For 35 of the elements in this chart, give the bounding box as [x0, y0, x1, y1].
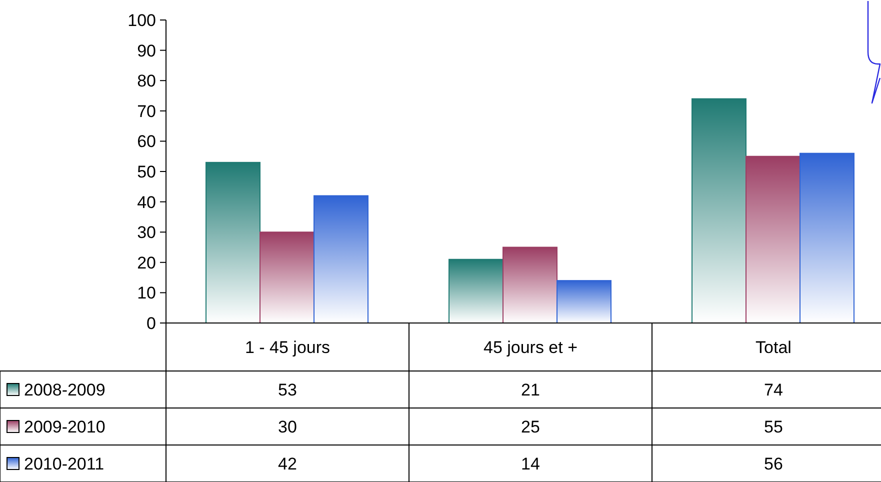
y-tick-label: 80 — [137, 72, 156, 91]
legend-label: 2009-2010 — [24, 417, 106, 436]
data-label: 74 — [764, 380, 783, 400]
x-tick-label: Total — [756, 338, 792, 357]
bar — [556, 280, 612, 324]
y-tick-label: 100 — [128, 10, 156, 30]
bar — [502, 246, 558, 324]
bar — [692, 98, 746, 324]
data-label: 56 — [764, 454, 783, 474]
y-tick-label: 60 — [137, 132, 156, 152]
bar — [448, 258, 504, 324]
bar — [260, 232, 314, 324]
y-tick-label: 40 — [137, 192, 156, 212]
x-tick-label: 1 - 45 jours — [244, 338, 330, 357]
y-tick-label: 50 — [137, 162, 156, 182]
y-tick-label: 30 — [137, 223, 156, 242]
bar — [206, 162, 260, 324]
data-label: 42 — [278, 454, 297, 474]
y-tick-label: 10 — [137, 284, 156, 303]
y-tick-label: 90 — [137, 41, 156, 60]
y-tick-label: 70 — [137, 102, 156, 121]
bar — [314, 195, 368, 324]
bar — [800, 152, 854, 324]
data-label: 21 — [521, 380, 540, 400]
data-label: 25 — [521, 417, 540, 436]
x-tick-label: 45 jours et + — [483, 338, 578, 357]
legend-label: 2010-2011 — [24, 454, 104, 474]
bar — [746, 156, 800, 324]
data-label: 53 — [278, 380, 297, 400]
data-label: 55 — [764, 417, 783, 436]
legend-label: 2008-2009 — [24, 380, 106, 400]
y-tick-label: 0 — [146, 314, 156, 333]
data-label: 30 — [278, 417, 297, 436]
y-tick-label: 20 — [137, 253, 156, 272]
data-label: 14 — [521, 454, 540, 474]
